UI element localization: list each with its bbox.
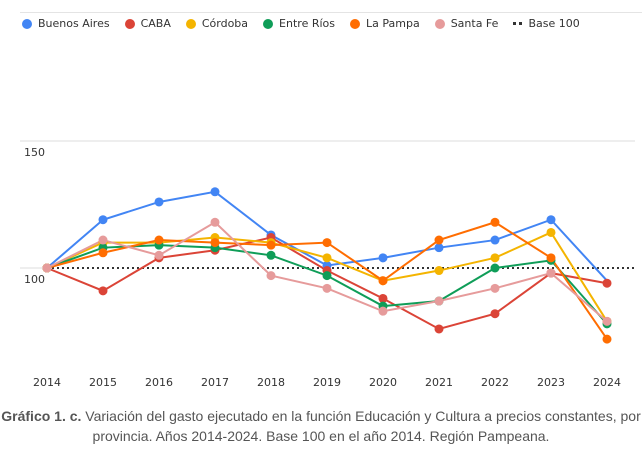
legend-label: Buenos Aires xyxy=(38,17,110,30)
data-point-la-pampa xyxy=(434,235,444,245)
chart-legend: Buenos Aires CABA Córdoba Entre Ríos La … xyxy=(22,17,580,30)
caption-title: Gráfico 1. c. xyxy=(1,408,82,424)
legend-marker-icon xyxy=(185,18,196,29)
data-point-buenos-aires xyxy=(546,215,556,225)
legend-label: Entre Ríos xyxy=(279,17,335,30)
legend-label: La Pampa xyxy=(366,17,420,30)
data-point-buenos-aires xyxy=(434,243,444,253)
data-point-santa-fe xyxy=(490,283,500,293)
chart-caption: Gráfico 1. c. Variación del gasto ejecut… xyxy=(0,406,642,446)
data-point-santa-fe xyxy=(266,271,276,281)
x-tick-label: 2018 xyxy=(257,376,285,389)
data-point-santa-fe xyxy=(434,296,444,306)
line-chart: 150 100 2014 2015 2016 2017 2018 2019 2020 2021 20… xyxy=(20,140,635,389)
data-point-la-pampa xyxy=(602,334,612,344)
dotted-line-icon xyxy=(513,22,523,25)
legend-label: Santa Fe xyxy=(450,17,499,30)
legend-item-caba[interactable]: CABA xyxy=(124,17,171,30)
x-tick-label: 2019 xyxy=(313,376,341,389)
data-point-santa-fe xyxy=(322,283,332,293)
x-tick-label: 2015 xyxy=(89,376,117,389)
data-point-santa-fe xyxy=(98,235,108,245)
legend-label: CABA xyxy=(140,17,171,30)
data-point-santa-fe xyxy=(42,263,52,273)
data-point-santa-fe xyxy=(210,217,220,227)
data-point-la-pampa xyxy=(210,238,220,248)
y-tick-label: 100 xyxy=(24,273,45,286)
data-point-la-pampa xyxy=(98,248,108,258)
data-point-buenos-aires xyxy=(154,197,164,207)
series-line-caba xyxy=(46,236,608,331)
x-tick-label: 2014 xyxy=(33,376,61,389)
legend-marker-icon xyxy=(434,18,445,29)
data-point-santa-fe xyxy=(602,316,612,326)
data-point-buenos-aires xyxy=(490,235,500,245)
legend-label: Córdoba xyxy=(201,17,249,30)
x-tick-label: 2023 xyxy=(537,376,565,389)
legend-label: Base 100 xyxy=(528,17,580,30)
legend-item-santa-fe[interactable]: Santa Fe xyxy=(434,17,499,30)
data-point-la-pampa xyxy=(322,238,332,248)
data-point-buenos-aires xyxy=(378,253,388,263)
data-point-santa-fe xyxy=(378,306,388,316)
data-point-la-pampa xyxy=(378,276,388,286)
legend-item-buenos-aires[interactable]: Buenos Aires xyxy=(22,17,110,30)
data-point-cordoba xyxy=(546,227,556,237)
x-tick-label: 2024 xyxy=(593,376,621,389)
data-point-cordoba xyxy=(322,253,332,263)
x-tick-label: 2020 xyxy=(369,376,397,389)
y-tick-label: 150 xyxy=(24,146,45,159)
x-tick-label: 2022 xyxy=(481,376,509,389)
legend-marker-icon xyxy=(350,18,360,29)
data-point-la-pampa xyxy=(154,235,164,245)
legend-marker-icon xyxy=(22,18,32,29)
x-tick-label: 2021 xyxy=(425,376,453,389)
data-point-la-pampa xyxy=(546,253,556,263)
legend-marker-icon xyxy=(124,18,135,29)
data-point-santa-fe xyxy=(546,268,556,278)
data-point-buenos-aires xyxy=(98,215,108,225)
data-point-entre-rios xyxy=(322,271,332,281)
data-point-caba xyxy=(602,278,612,288)
data-point-la-pampa xyxy=(490,217,500,227)
data-point-buenos-aires xyxy=(210,187,220,197)
legend-item-base-100[interactable]: Base 100 xyxy=(513,17,580,30)
data-point-caba xyxy=(378,293,388,303)
x-tick-label: 2017 xyxy=(201,376,229,389)
legend-item-cordoba[interactable]: Córdoba xyxy=(185,17,249,30)
data-point-entre-rios xyxy=(490,263,500,273)
data-point-santa-fe xyxy=(154,250,164,260)
data-point-caba xyxy=(98,286,108,296)
legend-item-la-pampa[interactable]: La Pampa xyxy=(350,17,420,30)
data-point-entre-rios xyxy=(266,250,276,260)
legend-item-entre-rios[interactable]: Entre Ríos xyxy=(263,17,335,30)
x-tick-label: 2016 xyxy=(145,376,173,389)
legend-marker-icon xyxy=(263,18,274,29)
data-point-la-pampa xyxy=(266,240,276,250)
data-point-cordoba xyxy=(490,253,500,263)
data-point-cordoba xyxy=(434,266,444,276)
data-point-caba xyxy=(490,309,500,319)
top-divider xyxy=(20,12,642,13)
caption-text: Variación del gasto ejecutado en la func… xyxy=(81,408,641,444)
data-point-caba xyxy=(434,324,444,334)
